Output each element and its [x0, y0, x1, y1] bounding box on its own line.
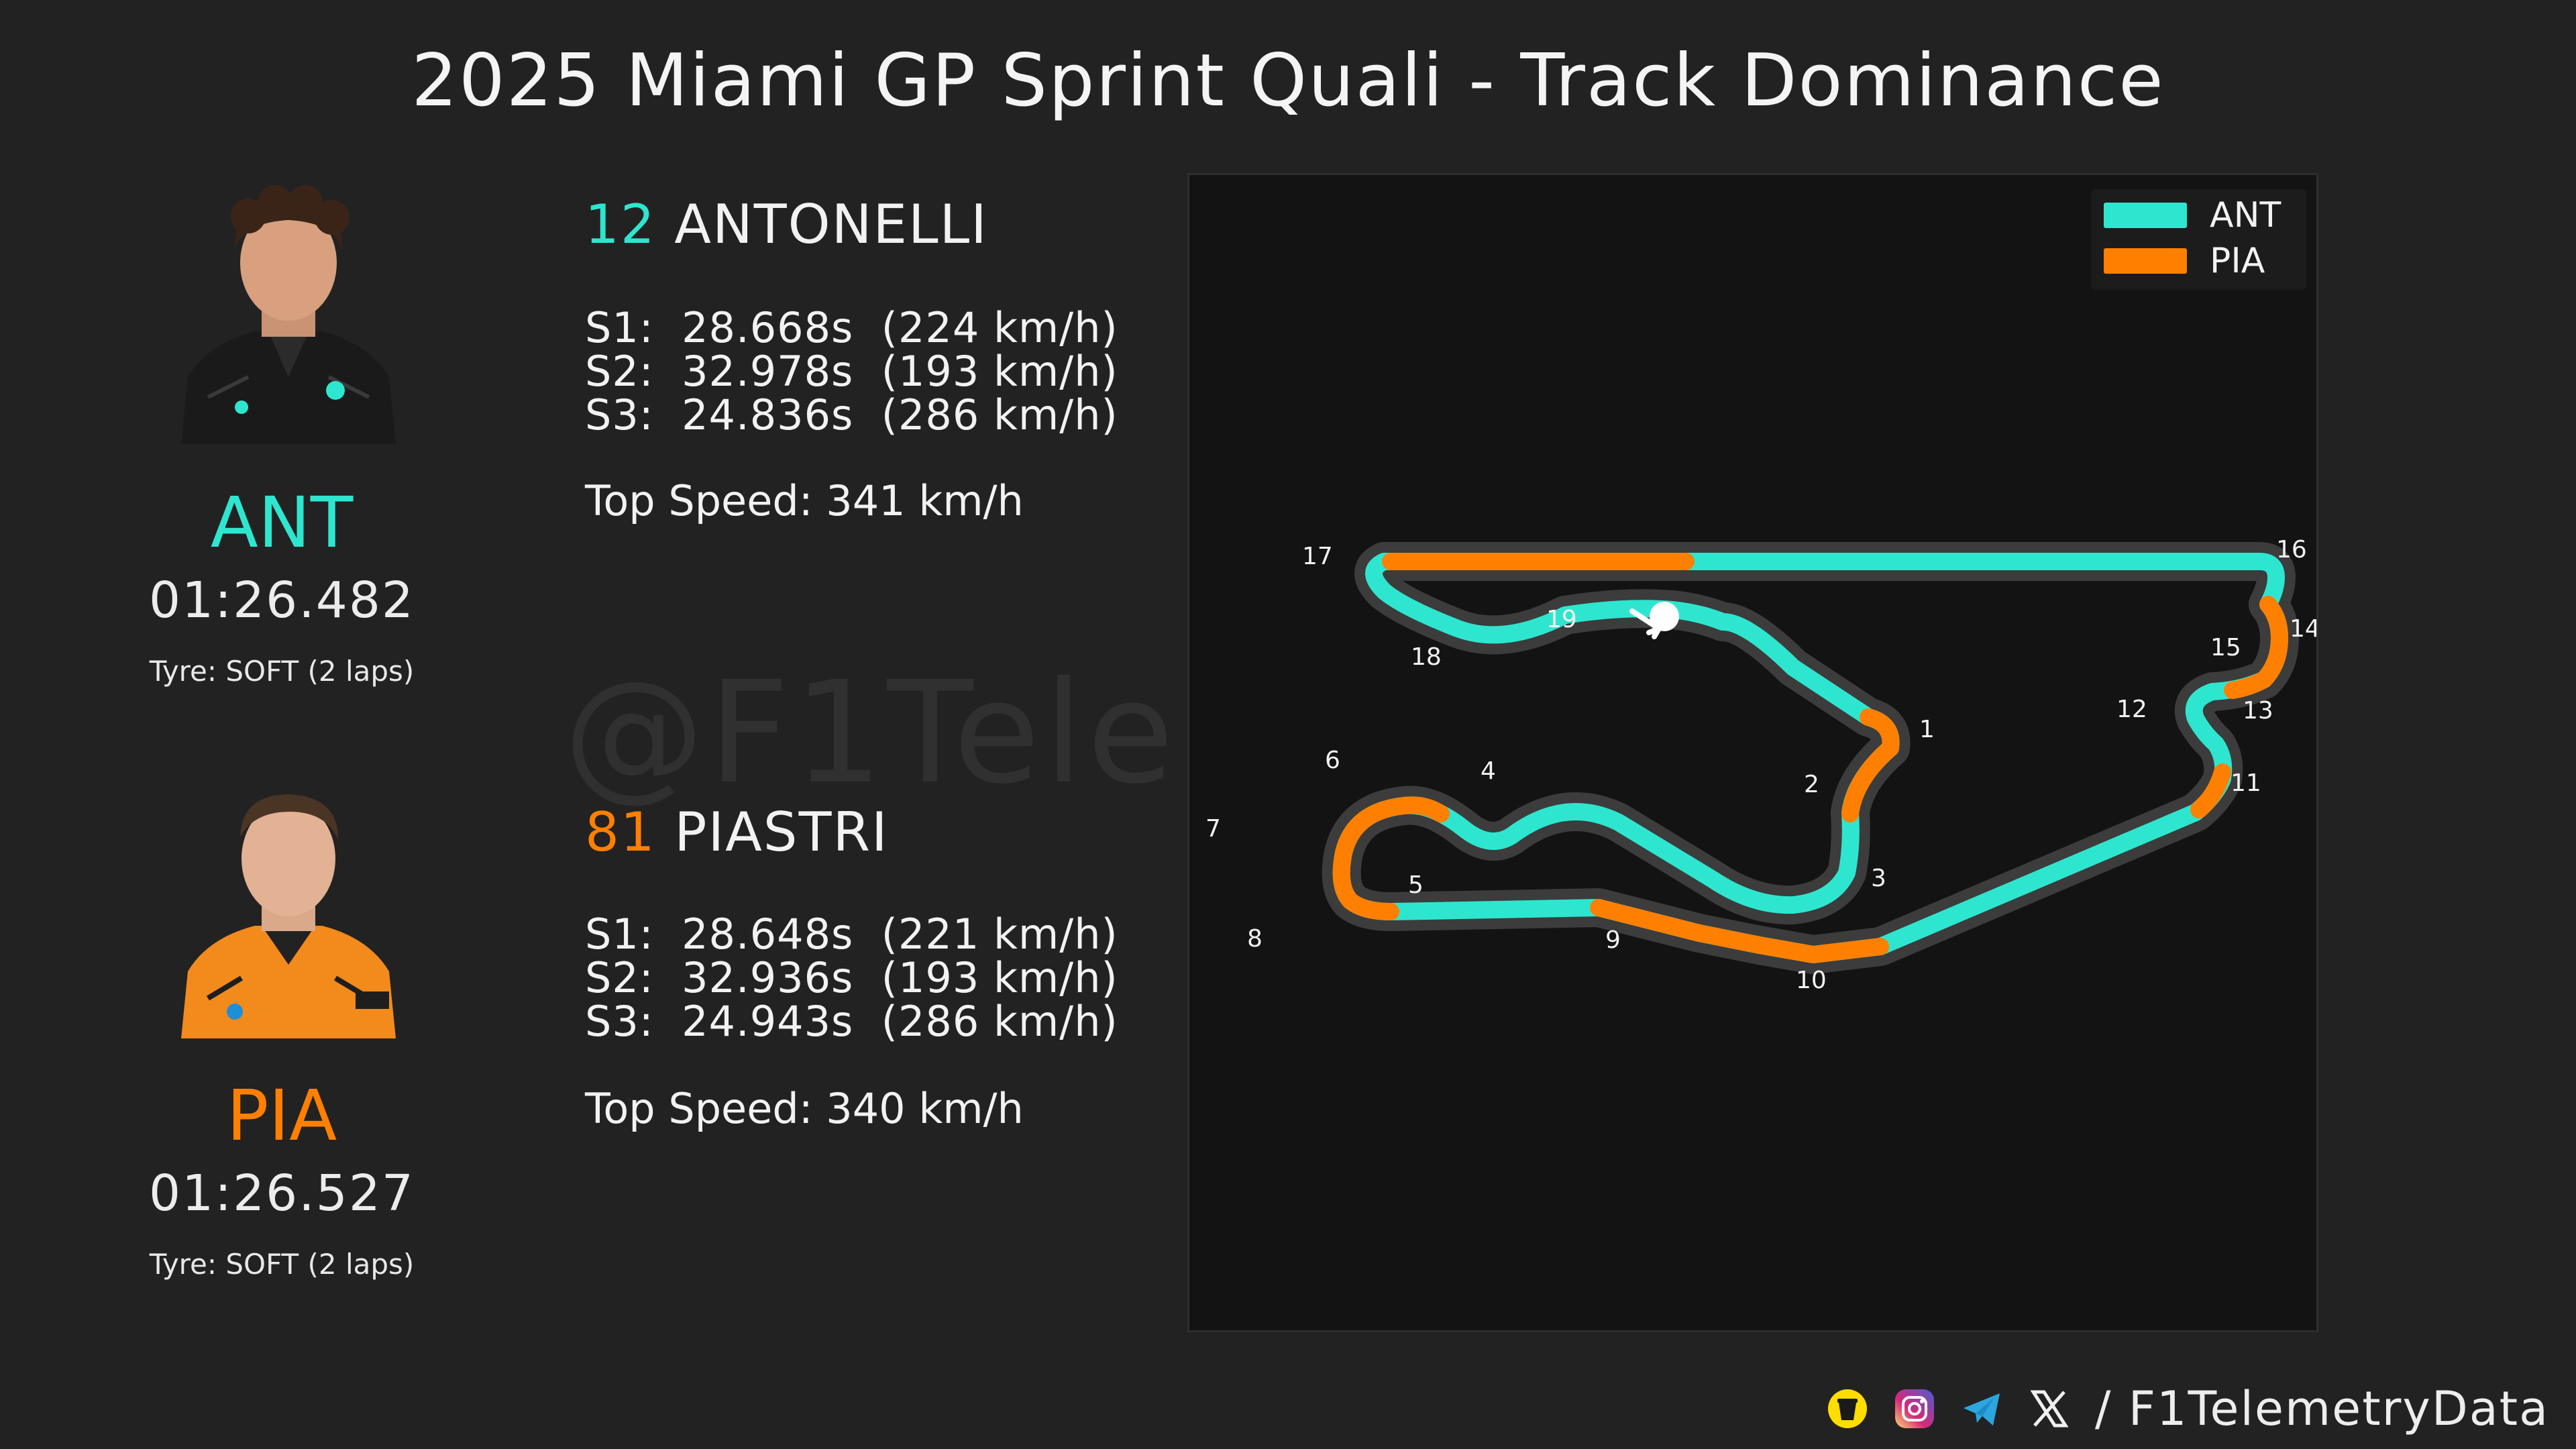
footer-handle[interactable]: / F1TelemetryData	[2094, 1381, 2549, 1436]
corner-label: 5	[1408, 871, 1424, 899]
corner-label: 19	[1546, 606, 1577, 633]
driver-surname-ant: ANTONELLI	[674, 193, 988, 256]
x-icon[interactable]	[2028, 1388, 2070, 1430]
legend-label-ant: ANT	[2210, 195, 2282, 235]
track-segment-pia	[1841, 739, 1899, 822]
corner-label: 9	[1605, 926, 1621, 954]
instagram-icon[interactable]	[1894, 1388, 1935, 1430]
corner-label: 16	[2276, 536, 2307, 564]
corner-label: 6	[1325, 747, 1340, 774]
corner-label: 8	[1247, 925, 1263, 953]
corner-label: 12	[2116, 696, 2147, 723]
track-segments-pia	[1332, 553, 2289, 964]
driver-heading-ant: 12 ANTONELLI	[585, 193, 988, 256]
tyre-info-ant: Tyre: SOFT (2 laps)	[149, 655, 415, 688]
driver-code-pia: PIA	[226, 1075, 337, 1157]
telegram-icon[interactable]	[1961, 1388, 2002, 1430]
track-segment-pia	[1590, 899, 1889, 964]
sector2-pia: S2: 32.936s (193 km/h)	[585, 953, 1118, 1002]
legend-item-pia: PIA	[2104, 241, 2265, 281]
corner-label: 3	[1871, 865, 1886, 892]
top-speed-pia: Top Speed: 340 km/h	[585, 1084, 1024, 1133]
corner-label: 10	[1796, 967, 1827, 994]
driver-number-ant: 12	[585, 193, 656, 256]
legend-swatch-pia	[2104, 248, 2187, 274]
sector1-pia: S1: 28.648s (221 km/h)	[585, 910, 1118, 959]
corner-labels: 1 2 3 4 5 6 7 8 9 10 11 12 13 14 15 16 1…	[1205, 536, 2320, 994]
sector3-pia: S3: 24.943s (286 km/h)	[585, 997, 1118, 1046]
corner-label: 13	[2243, 697, 2273, 724]
driver-photo-pia	[181, 794, 396, 1038]
driver-number-pia: 81	[585, 801, 656, 863]
sector3-ant: S3: 24.836s (286 km/h)	[585, 390, 1118, 439]
page-title: 2025 Miami GP Sprint Quali - Track Domin…	[411, 39, 2165, 123]
legend-item-ant: ANT	[2104, 195, 2281, 235]
corner-label: 2	[1804, 771, 1819, 798]
sector2-ant: S2: 32.978s (193 km/h)	[585, 347, 1118, 396]
corner-label: 15	[2210, 634, 2241, 661]
driver-heading-pia: 81 PIASTRI	[585, 801, 889, 863]
footer: / F1TelemetryData	[1811, 1381, 2549, 1436]
direction-arrow-icon	[1629, 608, 1663, 639]
corner-label: 11	[2231, 769, 2261, 797]
driver-code-ant: ANT	[210, 482, 354, 564]
corner-label: 1	[1919, 716, 1935, 743]
track-map: 1 2 3 4 5 6 7 8 9 10 11 12 13 14 15 16 1…	[1205, 536, 2320, 994]
corner-label: 4	[1481, 757, 1496, 785]
sector1-ant: S1: 28.668s (224 km/h)	[585, 303, 1118, 352]
lap-time-ant: 01:26.482	[148, 572, 415, 629]
legend-label-pia: PIA	[2210, 241, 2265, 281]
legend: ANT PIA	[2092, 189, 2306, 290]
corner-label: 14	[2290, 615, 2316, 643]
tyre-info-pia: Tyre: SOFT (2 laps)	[149, 1248, 415, 1281]
corner-label: 18	[1411, 643, 1442, 671]
driver-surname-pia: PIASTRI	[674, 801, 889, 863]
legend-swatch-ant	[2104, 203, 2187, 228]
track-segment-pia	[1332, 796, 1450, 920]
start-finish-marker	[1650, 602, 1679, 631]
track-map-panel: 1 2 3 4 5 6 7 8 9 10 11 12 13 14 15 16 1…	[1187, 173, 2320, 1332]
corner-label: 17	[1302, 543, 1333, 570]
lap-time-pia: 01:26.527	[148, 1165, 415, 1222]
buymeacoffee-icon[interactable]	[1827, 1388, 1868, 1430]
track-segment-pia	[2190, 763, 2231, 818]
top-speed-ant: Top Speed: 341 km/h	[585, 476, 1024, 525]
driver-photo-ant	[181, 185, 396, 444]
track-segment-pia	[2224, 596, 2289, 699]
corner-label: 7	[1205, 815, 1221, 843]
